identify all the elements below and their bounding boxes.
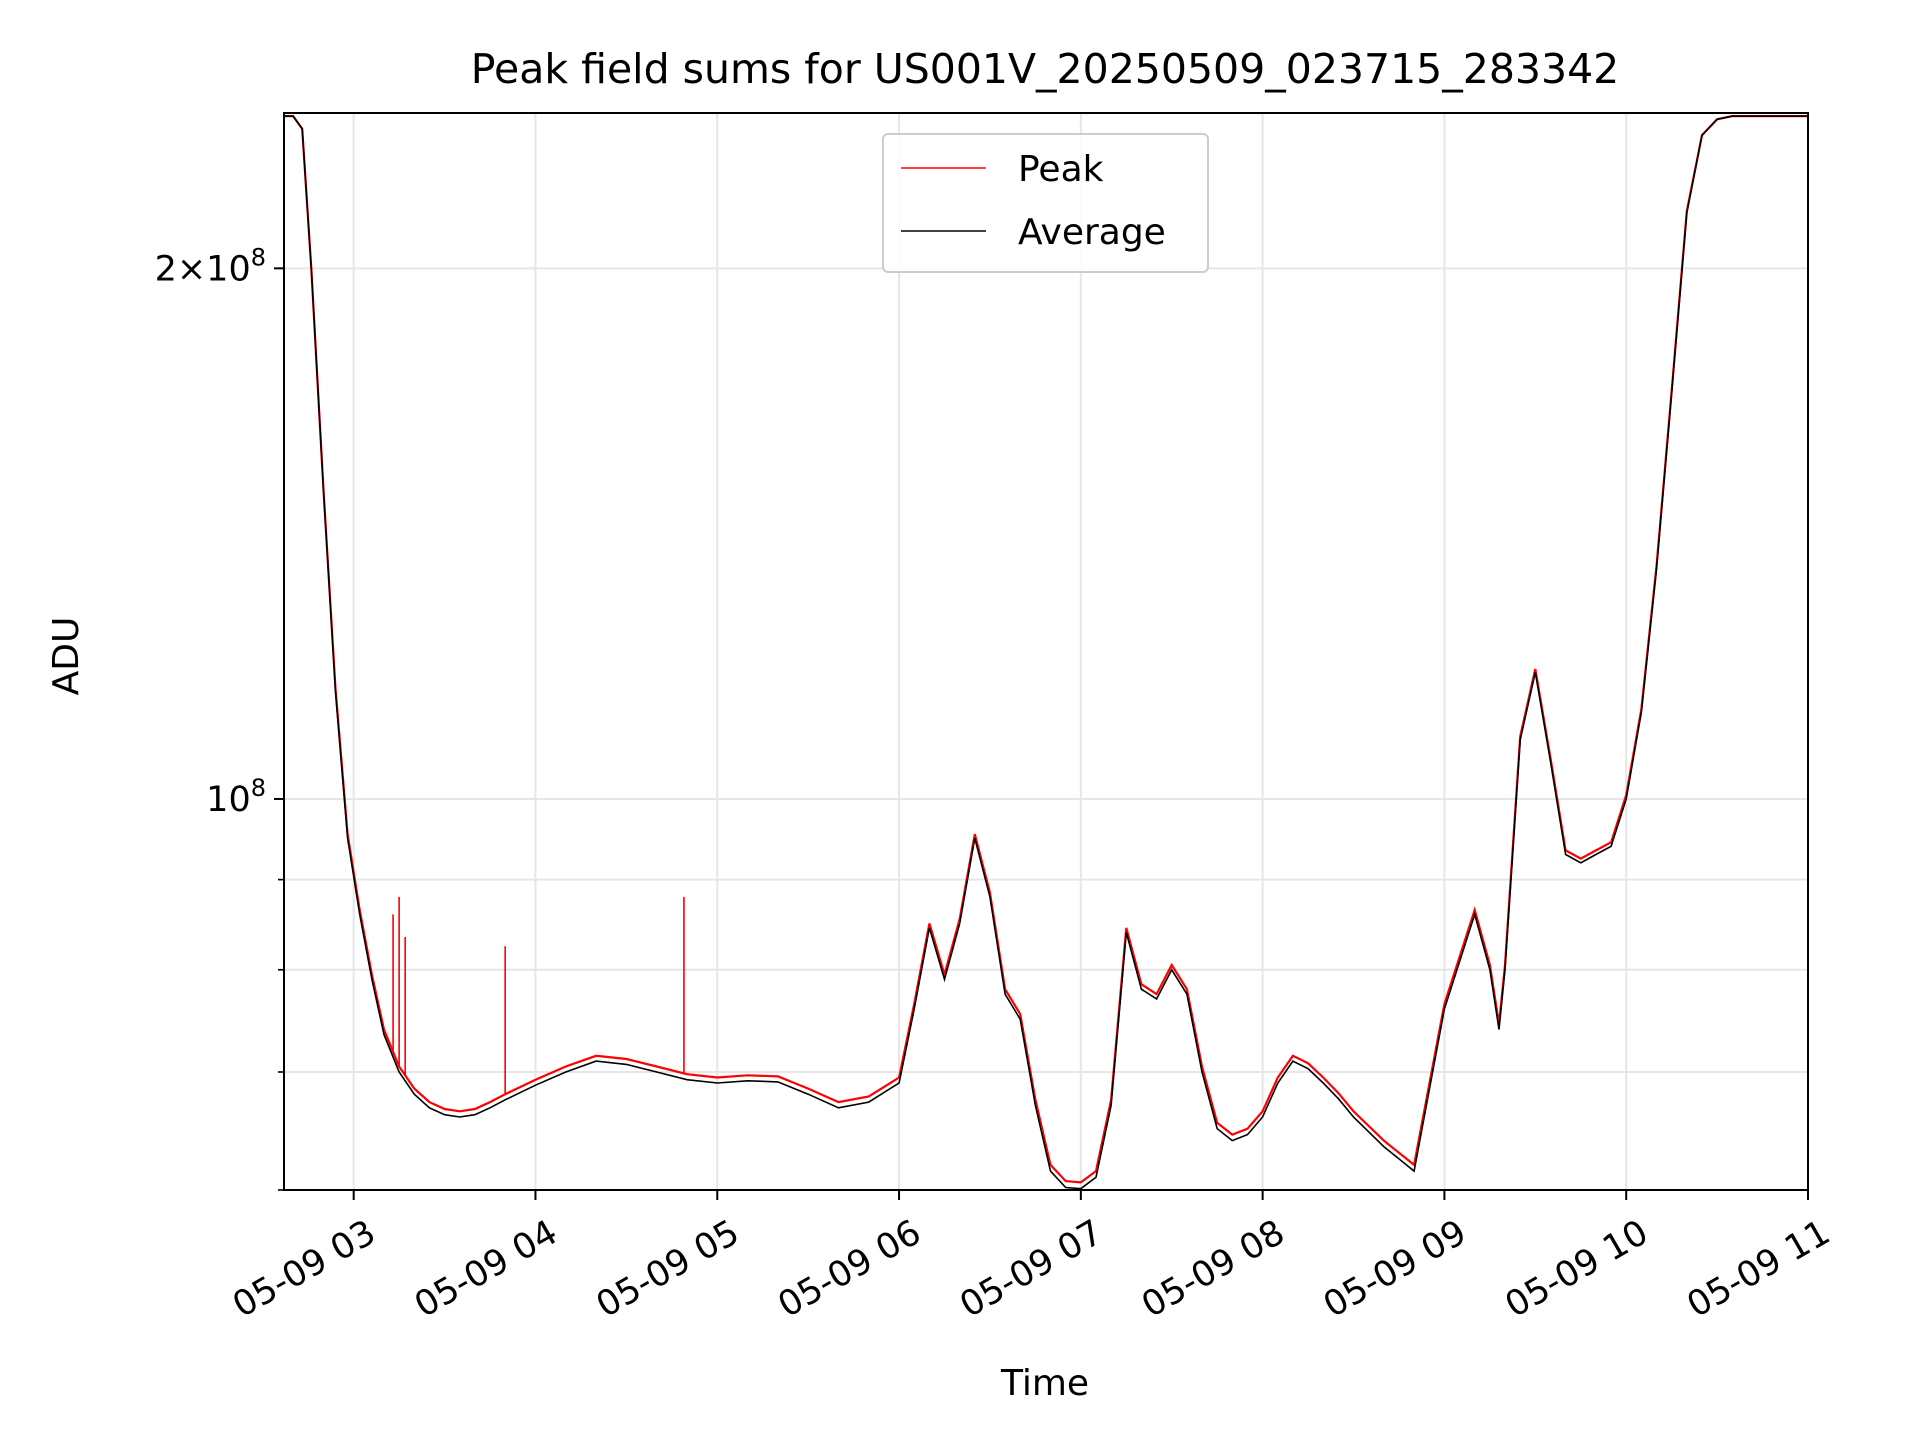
y-axis-ticks: 108 2×108 xyxy=(155,243,284,1191)
x-tick-label: 05-09 09 xyxy=(1317,1213,1473,1326)
legend: Peak Average xyxy=(882,133,1209,273)
legend-peak-label: Peak xyxy=(1018,149,1104,190)
x-tick-label: 05-09 03 xyxy=(226,1213,382,1326)
x-tick-label: 05-09 05 xyxy=(590,1213,746,1326)
series-layer xyxy=(284,114,1808,1190)
peak-series-line xyxy=(284,114,1808,1184)
x-tick-label: 05-09 08 xyxy=(1135,1213,1291,1326)
legend-average-label: Average xyxy=(1018,212,1166,253)
plot-frame xyxy=(283,112,1809,1191)
y-tick-label: 2×108 xyxy=(155,243,266,289)
grid-lines xyxy=(284,113,1809,1191)
x-tick-label: 05-09 10 xyxy=(1499,1213,1655,1326)
chart-title: Peak field sums for US001V_20250509_0237… xyxy=(471,45,1620,93)
x-tick-label: 05-09 06 xyxy=(772,1213,928,1326)
x-tick-label: 05-09 11 xyxy=(1681,1213,1837,1326)
y-axis-label: ADU xyxy=(46,617,87,696)
x-axis-label: Time xyxy=(1000,1363,1089,1404)
average-series-line xyxy=(284,115,1808,1190)
x-tick-label: 05-09 04 xyxy=(408,1213,564,1326)
x-tick-label: 05-09 07 xyxy=(953,1213,1109,1326)
y-tick-label: 108 xyxy=(206,774,266,820)
x-axis-ticks: 05-09 03 05-09 04 05-09 05 05-09 06 05-09 07… xyxy=(226,1190,1837,1326)
